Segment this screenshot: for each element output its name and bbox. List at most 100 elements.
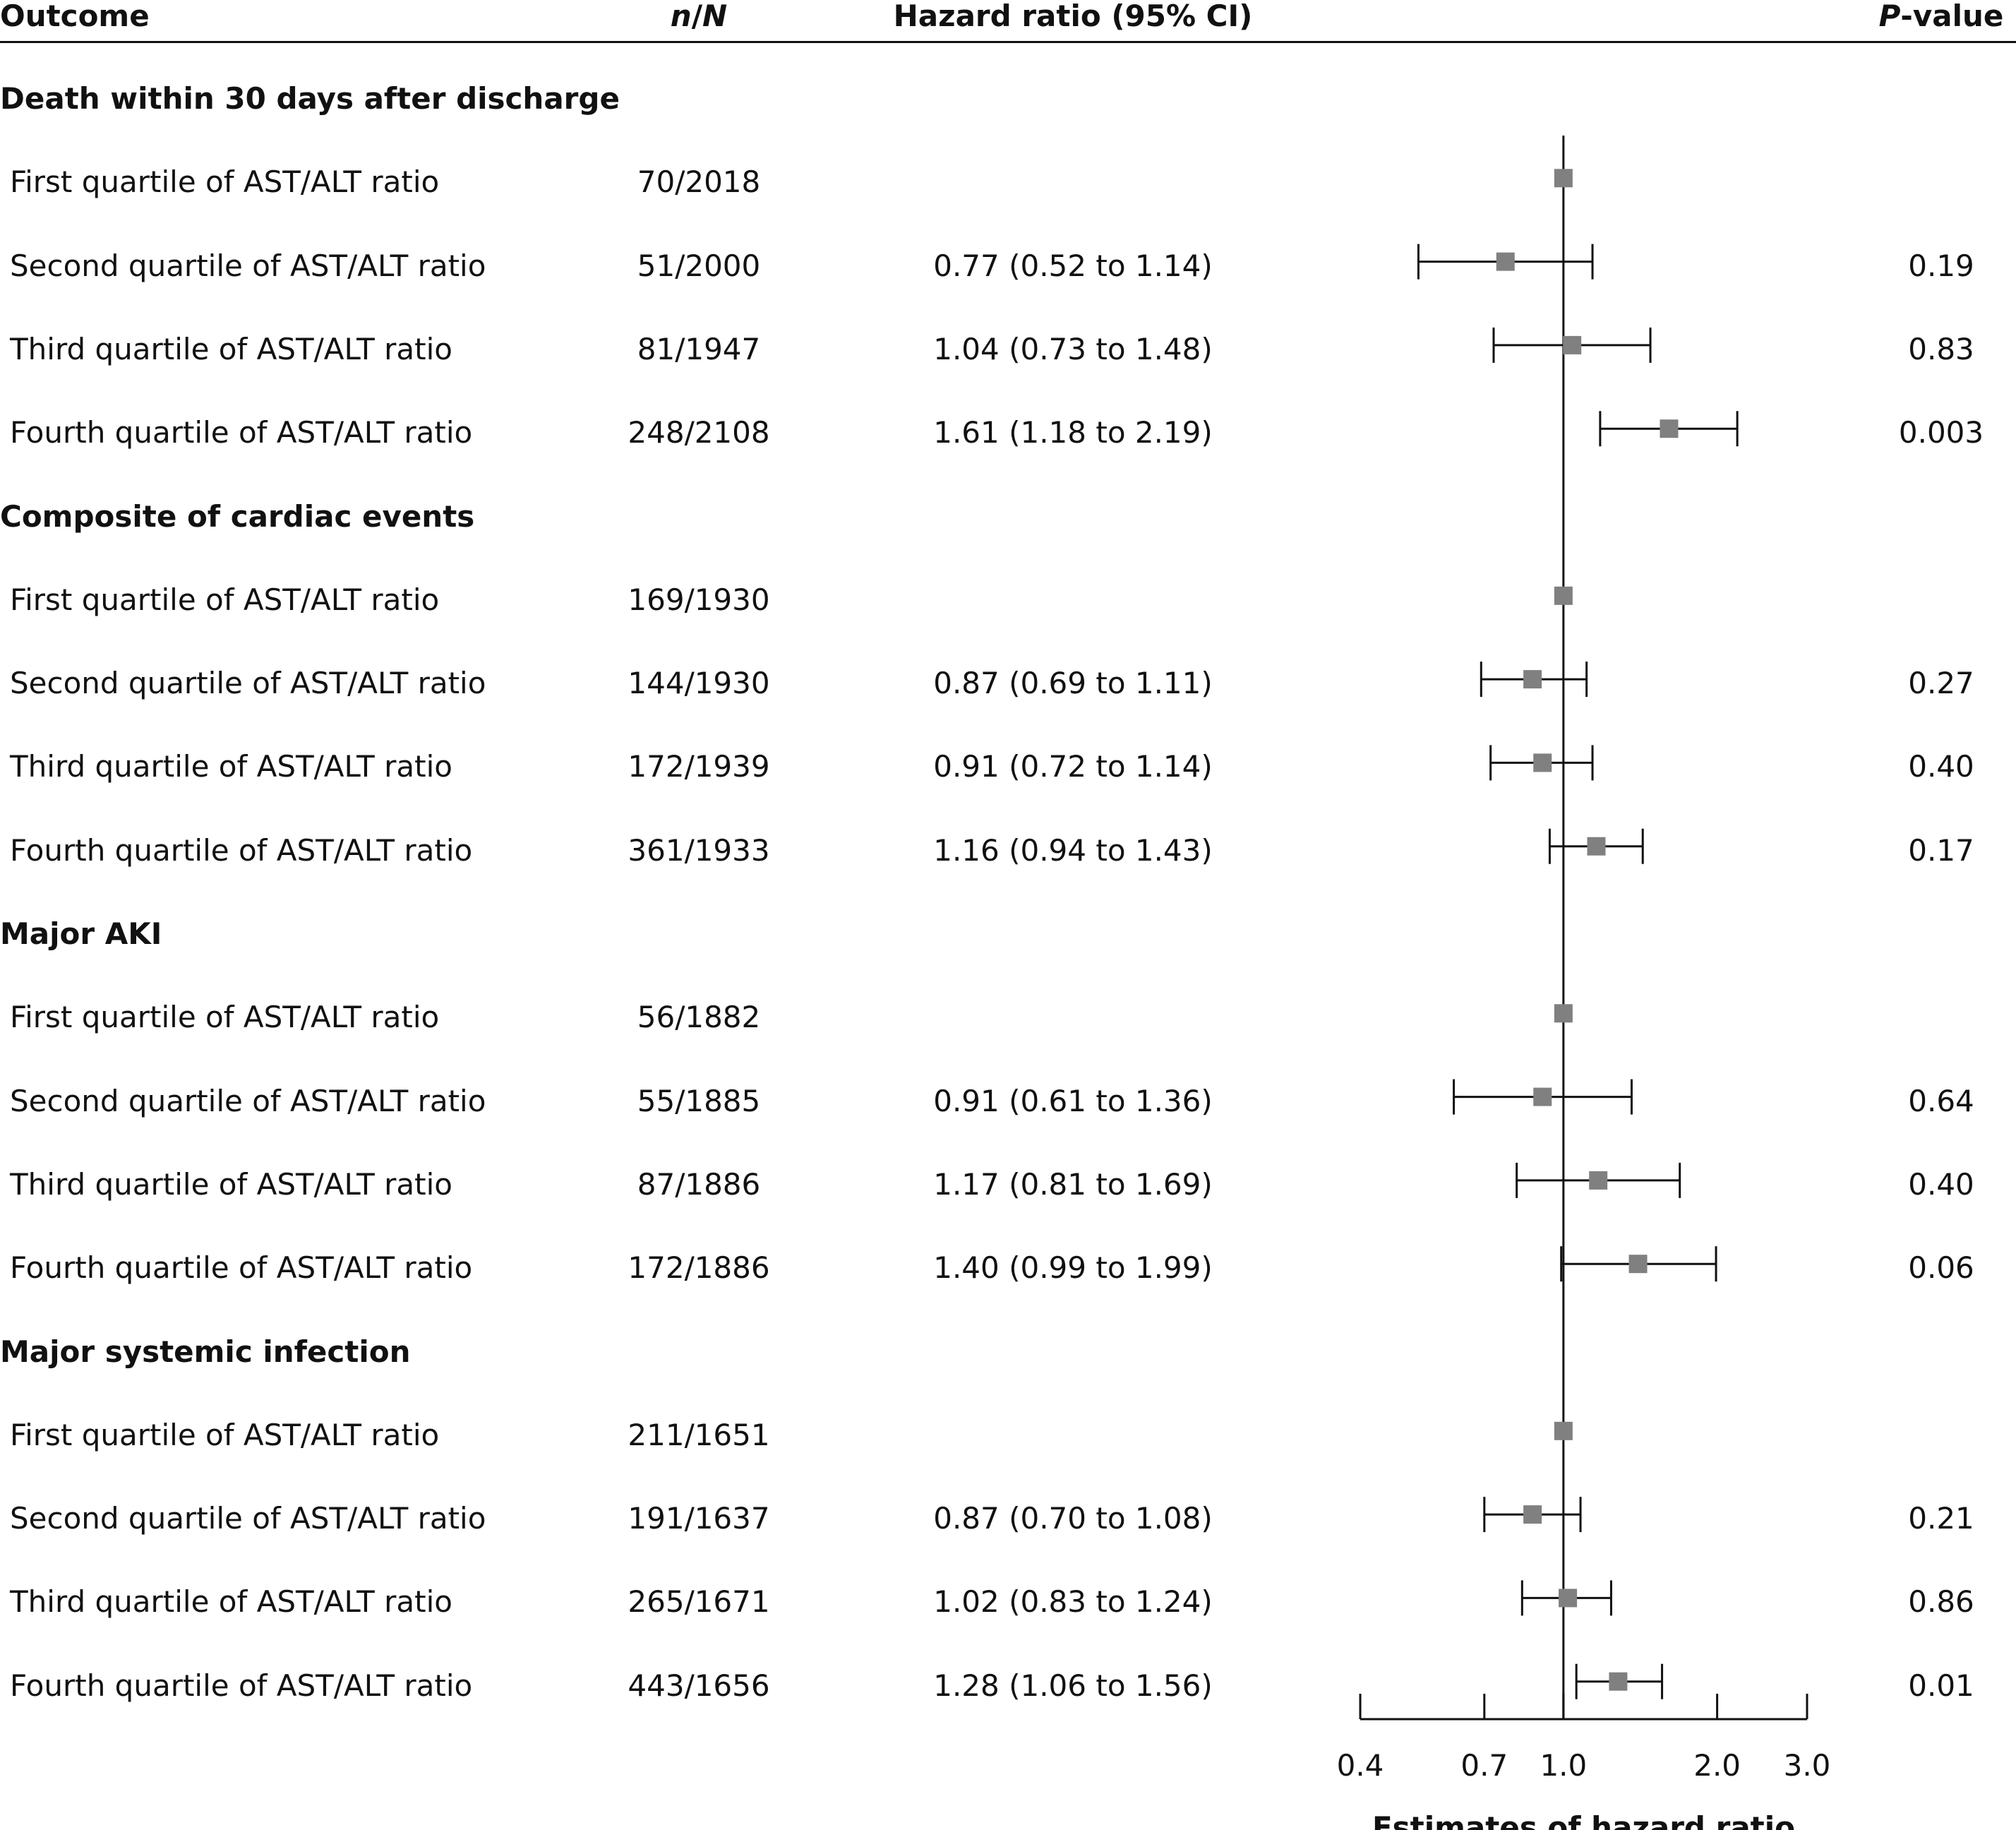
row-label: Second quartile of AST/ALT ratio	[10, 1497, 486, 1540]
row-label: First quartile of AST/ALT ratio	[10, 996, 439, 1039]
table-row: Third quartile of AST/ALT ratio 87/1886 1.…	[0, 1164, 2016, 1206]
row-p-value-text: 0.40	[1908, 749, 1974, 784]
row-label: Second quartile of AST/ALT ratio	[10, 245, 486, 287]
row-label: Third quartile of AST/ALT ratio	[10, 1164, 452, 1206]
row-hazard-ratio-text: 0.91 (0.61 to 1.36)	[933, 1083, 1213, 1118]
row-n-over-n-text: 56/1882	[637, 1000, 761, 1035]
row-label: First quartile of AST/ALT ratio	[10, 579, 439, 621]
x-tick-label: 2.0	[1693, 1748, 1741, 1783]
section-header-row: Death within 30 days after discharge	[0, 78, 2016, 120]
row-n-over-n-text: 211/1651	[628, 1417, 770, 1452]
row-n-over-n-text: 51/2000	[637, 248, 761, 283]
row-hazard-ratio-text: 1.17 (0.81 to 1.69)	[933, 1166, 1213, 1202]
row-label: Third quartile of AST/ALT ratio	[10, 1581, 452, 1623]
table-row: Fourth quartile of AST/ALT ratio 443/1656…	[0, 1665, 2016, 1707]
row-label-text: Second quartile of AST/ALT ratio	[10, 666, 486, 701]
row-label: First quartile of AST/ALT ratio	[10, 161, 439, 203]
table-row: First quartile of AST/ALT ratio 169/1930	[0, 579, 2016, 621]
row-n-over-n-text: 81/1947	[637, 331, 761, 366]
section-title: Composite of cardiac events	[0, 498, 475, 534]
row-label-text: Second quartile of AST/ALT ratio	[10, 1501, 486, 1536]
x-tick-label: 0.7	[1460, 1748, 1508, 1783]
header-rule	[0, 41, 2016, 43]
header-hazard-ratio: Hazard ratio (95% CI)	[893, 0, 1253, 33]
section-title: Major AKI	[0, 916, 162, 951]
row-p-value-text: 0.01	[1908, 1668, 1974, 1703]
row-p-value-text: 0.40	[1908, 1166, 1974, 1202]
row-label: Fourth quartile of AST/ALT ratio	[10, 1247, 472, 1289]
table-row: Second quartile of AST/ALT ratio 191/1637…	[0, 1497, 2016, 1540]
table-row: Second quartile of AST/ALT ratio 51/2000 0…	[0, 245, 2016, 287]
row-hazard-ratio-text: 1.40 (0.99 to 1.99)	[933, 1250, 1213, 1286]
row-label-text: Fourth quartile of AST/ALT ratio	[10, 415, 473, 450]
section-title: Death within 30 days after discharge	[0, 81, 620, 116]
row-hazard-ratio-text: 1.61 (1.18 to 2.19)	[933, 415, 1213, 450]
row-n-over-n-text: 361/1933	[628, 832, 770, 868]
table-row: Fourth quartile of AST/ALT ratio 361/1933…	[0, 830, 2016, 872]
row-label-text: Third quartile of AST/ALT ratio	[10, 1584, 452, 1620]
row-label-text: Fourth quartile of AST/ALT ratio	[10, 1250, 473, 1286]
row-label-text: Second quartile of AST/ALT ratio	[10, 248, 486, 283]
row-label: Third quartile of AST/ALT ratio	[10, 328, 452, 371]
row-label: Fourth quartile of AST/ALT ratio	[10, 1665, 472, 1707]
row-label-text: First quartile of AST/ALT ratio	[10, 1000, 440, 1035]
row-label-text: Third quartile of AST/ALT ratio	[10, 331, 452, 366]
section-title: Major systemic infection	[0, 1334, 411, 1369]
row-n-over-n-text: 144/1930	[628, 666, 770, 701]
section-header-row: Composite of cardiac events	[0, 496, 2016, 538]
x-tick-label: 3.0	[1784, 1748, 1831, 1783]
row-label-text: Third quartile of AST/ALT ratio	[10, 749, 452, 784]
table-row: First quartile of AST/ALT ratio 70/2018	[0, 161, 2016, 203]
row-hazard-ratio-text: 1.16 (0.94 to 1.43)	[933, 832, 1213, 868]
row-hazard-ratio-text: 1.28 (1.06 to 1.56)	[933, 1668, 1213, 1703]
row-hazard-ratio-text: 1.04 (0.73 to 1.48)	[933, 331, 1213, 366]
row-label: Fourth quartile of AST/ALT ratio	[10, 412, 472, 454]
row-n-over-n-text: 191/1637	[628, 1501, 770, 1536]
header-outcome: Outcome	[0, 0, 150, 33]
section-header-row: Major AKI	[0, 913, 2016, 955]
x-axis-title: Estimates of hazard ratio	[1372, 1810, 1795, 1830]
table-row: First quartile of AST/ALT ratio 211/1651	[0, 1414, 2016, 1457]
row-label: Second quartile of AST/ALT ratio	[10, 662, 486, 705]
table-row: Third quartile of AST/ALT ratio 265/1671 1…	[0, 1581, 2016, 1623]
row-label-text: Second quartile of AST/ALT ratio	[10, 1083, 486, 1118]
row-label: Fourth quartile of AST/ALT ratio	[10, 830, 472, 872]
row-hazard-ratio-text: 0.77 (0.52 to 1.14)	[933, 248, 1213, 283]
table-row: Fourth quartile of AST/ALT ratio 172/1886…	[0, 1247, 2016, 1289]
row-label: Third quartile of AST/ALT ratio	[10, 746, 452, 788]
row-label-text: Fourth quartile of AST/ALT ratio	[10, 1668, 473, 1703]
row-p-value-text: 0.27	[1908, 666, 1974, 701]
row-n-over-n-text: 169/1930	[628, 582, 770, 617]
table-row: Second quartile of AST/ALT ratio 55/1885 0…	[0, 1080, 2016, 1123]
row-label-text: Third quartile of AST/ALT ratio	[10, 1166, 452, 1202]
x-tick-label: 1.0	[1540, 1748, 1587, 1783]
row-n-over-n-text: 265/1671	[628, 1584, 770, 1620]
table-row: Fourth quartile of AST/ALT ratio 248/2108…	[0, 412, 2016, 454]
row-p-value-text: 0.19	[1908, 248, 1974, 283]
table-row: Third quartile of AST/ALT ratio 172/1939 0…	[0, 746, 2016, 788]
row-p-value-text: 0.06	[1908, 1250, 1974, 1286]
row-n-over-n-text: 87/1886	[637, 1166, 761, 1202]
x-tick-label: 0.4	[1337, 1748, 1384, 1783]
row-p-value-text: 0.83	[1908, 331, 1974, 366]
row-hazard-ratio-text: 1.02 (0.83 to 1.24)	[933, 1584, 1213, 1620]
header-n-over-n: n/N	[670, 0, 728, 33]
row-p-value-text: 0.003	[1898, 415, 1984, 450]
row-label-text: First quartile of AST/ALT ratio	[10, 1417, 440, 1452]
row-n-over-n-text: 172/1939	[628, 749, 770, 784]
header-p-value: P-value	[1878, 0, 2004, 33]
row-n-over-n-text: 55/1885	[637, 1083, 761, 1118]
row-label: First quartile of AST/ALT ratio	[10, 1414, 439, 1457]
row-hazard-ratio-text: 0.87 (0.69 to 1.11)	[933, 666, 1213, 701]
row-p-value-text: 0.86	[1908, 1584, 1974, 1620]
row-n-over-n-text: 70/2018	[637, 165, 761, 200]
section-header-row: Major systemic infection	[0, 1331, 2016, 1373]
table-row: First quartile of AST/ALT ratio 56/1882	[0, 996, 2016, 1039]
row-hazard-ratio-text: 0.91 (0.72 to 1.14)	[933, 749, 1213, 784]
table-row: Second quartile of AST/ALT ratio 144/1930…	[0, 662, 2016, 705]
row-hazard-ratio-text: 0.87 (0.70 to 1.08)	[933, 1501, 1213, 1536]
row-n-over-n-text: 172/1886	[628, 1250, 770, 1286]
row-p-value-text: 0.17	[1908, 832, 1974, 868]
row-n-over-n-text: 248/2108	[628, 415, 770, 450]
row-label-text: First quartile of AST/ALT ratio	[10, 582, 440, 617]
